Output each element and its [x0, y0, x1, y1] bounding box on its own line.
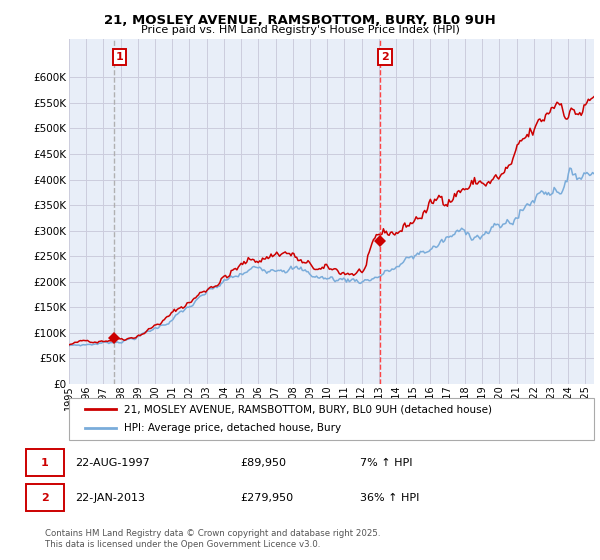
- Text: 22-JAN-2013: 22-JAN-2013: [75, 493, 145, 503]
- Text: 2: 2: [381, 52, 389, 62]
- Text: HPI: Average price, detached house, Bury: HPI: Average price, detached house, Bury: [124, 423, 341, 433]
- Text: 7% ↑ HPI: 7% ↑ HPI: [360, 458, 413, 468]
- Text: 21, MOSLEY AVENUE, RAMSBOTTOM, BURY, BL0 9UH (detached house): 21, MOSLEY AVENUE, RAMSBOTTOM, BURY, BL0…: [124, 404, 492, 414]
- Text: Contains HM Land Registry data © Crown copyright and database right 2025.
This d: Contains HM Land Registry data © Crown c…: [45, 529, 380, 549]
- Text: 36% ↑ HPI: 36% ↑ HPI: [360, 493, 419, 503]
- Text: 2: 2: [41, 493, 49, 503]
- Text: £89,950: £89,950: [240, 458, 286, 468]
- FancyBboxPatch shape: [26, 484, 64, 511]
- Text: £279,950: £279,950: [240, 493, 293, 503]
- FancyBboxPatch shape: [26, 449, 64, 476]
- Text: Price paid vs. HM Land Registry's House Price Index (HPI): Price paid vs. HM Land Registry's House …: [140, 25, 460, 35]
- Text: 1: 1: [116, 52, 124, 62]
- Text: 21, MOSLEY AVENUE, RAMSBOTTOM, BURY, BL0 9UH: 21, MOSLEY AVENUE, RAMSBOTTOM, BURY, BL0…: [104, 14, 496, 27]
- Text: 1: 1: [41, 458, 49, 468]
- FancyBboxPatch shape: [69, 398, 594, 440]
- Text: 22-AUG-1997: 22-AUG-1997: [75, 458, 150, 468]
